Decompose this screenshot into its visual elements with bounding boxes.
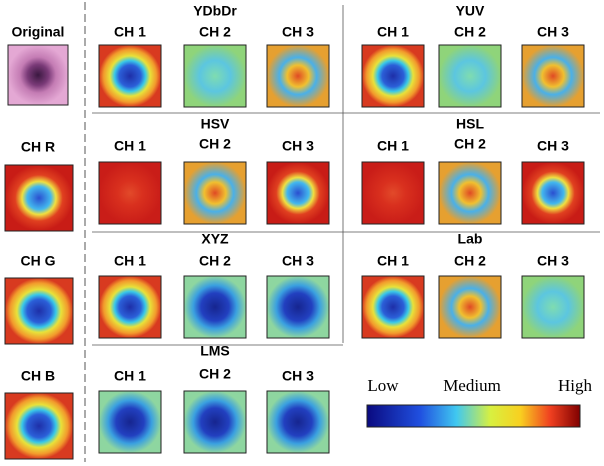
channel-image (266, 390, 330, 454)
row-label: CH G (21, 253, 56, 269)
channel-image (98, 390, 162, 454)
channel-label: CH 2 (454, 136, 486, 152)
colorbar-medium: Medium (443, 376, 501, 395)
channel-image (98, 275, 162, 339)
channel-image (361, 44, 425, 108)
row-label: CH R (21, 139, 55, 155)
channel-label: CH 2 (454, 253, 486, 269)
channel-label: CH 3 (537, 253, 569, 269)
row-label: CH B (21, 368, 55, 384)
channel-image (183, 161, 247, 225)
channel-label: CH 3 (282, 253, 314, 269)
channel-image (521, 161, 585, 225)
channel-image (4, 277, 74, 345)
channel-image (4, 164, 74, 232)
channel-label: CH 1 (114, 138, 146, 154)
channel-label: CH 2 (454, 24, 486, 40)
color-space-title: YUV (456, 3, 485, 19)
channel-image (183, 390, 247, 454)
channel-image (4, 392, 74, 460)
color-space-title: HSL (456, 116, 484, 132)
channel-image (438, 44, 502, 108)
channel-label: CH 2 (199, 24, 231, 40)
channel-label: CH 2 (199, 366, 231, 382)
color-space-title: Lab (458, 231, 483, 247)
channel-image (361, 275, 425, 339)
channel-label: CH 1 (377, 24, 409, 40)
channel-image (438, 161, 502, 225)
channel-label: CH 1 (114, 253, 146, 269)
channel-label: CH 1 (114, 368, 146, 384)
colorbar-high: High (558, 376, 593, 395)
color-space-title: HSV (201, 116, 230, 132)
color-space-title: YDbDr (193, 3, 237, 19)
channel-image (98, 44, 162, 108)
channel-label: CH 2 (199, 136, 231, 152)
channel-label: CH 2 (199, 253, 231, 269)
channel-label: CH 1 (377, 138, 409, 154)
channel-image (98, 161, 162, 225)
channel-image (266, 44, 330, 108)
channel-image (521, 275, 585, 339)
channel-image (183, 44, 247, 108)
channel-image (438, 275, 502, 339)
original-image (7, 44, 69, 106)
channel-label: CH 1 (114, 24, 146, 40)
colorbar-low: Low (367, 376, 399, 395)
channel-label: CH 1 (377, 253, 409, 269)
separators (84, 2, 600, 462)
channel-image (361, 161, 425, 225)
channel-label: CH 3 (537, 138, 569, 154)
channel-image (183, 275, 247, 339)
colorbar (366, 404, 581, 428)
color-space-title: LMS (200, 343, 230, 359)
channel-label: CH 3 (282, 368, 314, 384)
channel-image (521, 44, 585, 108)
channel-image (266, 275, 330, 339)
color-space-title: XYZ (201, 231, 229, 247)
channel-label: CH 3 (537, 24, 569, 40)
original-label: Original (12, 24, 65, 40)
channel-image (266, 161, 330, 225)
channel-label: CH 3 (282, 138, 314, 154)
channel-label: CH 3 (282, 24, 314, 40)
